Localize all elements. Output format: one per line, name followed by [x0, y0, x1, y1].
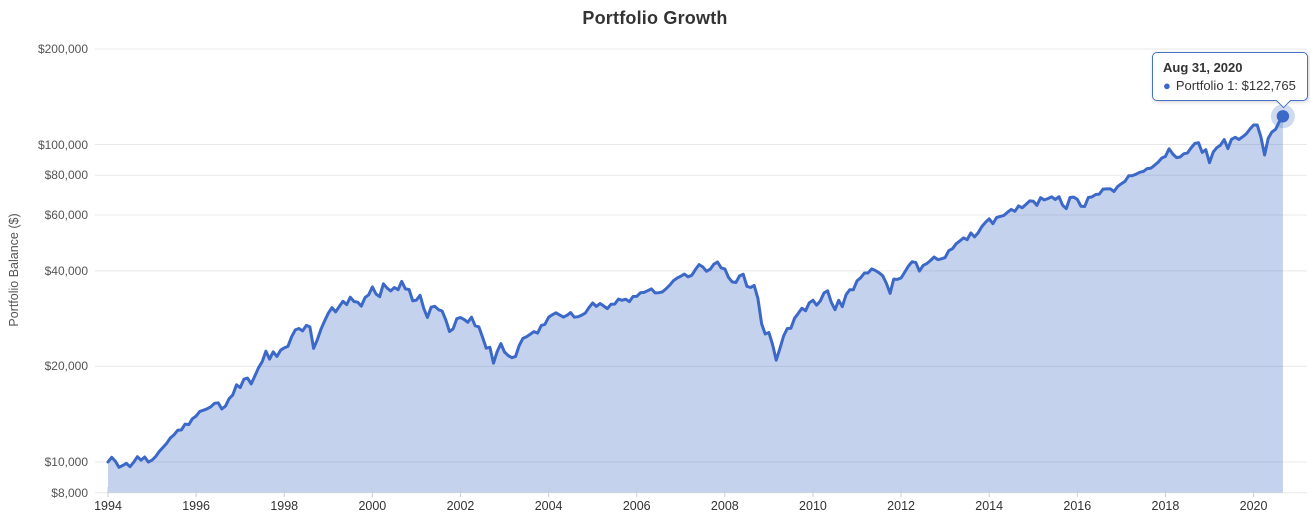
y-tick-label: $100,000: [37, 137, 88, 152]
tooltip-series-value: Portfolio 1: $122,765: [1175, 78, 1296, 93]
x-tick-label: 2014: [975, 499, 1004, 513]
tooltip: Aug 31, 2020 ● Portfolio 1: $122,765: [1152, 52, 1308, 109]
x-tick-label: 2002: [446, 499, 475, 513]
y-tick-label: $20,000: [44, 359, 88, 374]
series-area-fill: [108, 116, 1283, 493]
chart-title: Portfolio Growth: [582, 8, 728, 28]
x-tick-label: 2018: [1151, 499, 1180, 513]
series-marker-icon: ●: [1163, 78, 1171, 93]
x-tick-label: 2010: [799, 499, 827, 513]
hover-point-marker[interactable]: [1276, 110, 1290, 123]
tooltip-series-row: ● Portfolio 1: $122,765: [1163, 78, 1296, 93]
y-tick-label: $80,000: [44, 168, 88, 183]
y-tick-label: $200,000: [37, 42, 88, 56]
x-tick-label: 2020: [1239, 499, 1268, 513]
y-tick-label: $10,000: [44, 454, 88, 469]
x-tick-label: 1996: [182, 499, 211, 513]
x-tick-label: 2006: [622, 499, 651, 513]
y-tick-label: $8,000: [51, 485, 88, 500]
tooltip-date: Aug 31, 2020: [1163, 60, 1243, 75]
y-tick-label: $40,000: [44, 263, 88, 278]
y-tick-label: $60,000: [44, 207, 88, 222]
x-tick-label: 2012: [887, 499, 915, 513]
portfolio-series-line[interactable]: [106, 114, 1285, 469]
x-tick-label: 1994: [94, 499, 122, 513]
x-tick-label: 2004: [534, 499, 563, 513]
x-tick-label: 2000: [358, 499, 387, 513]
x-tick-label: 2016: [1063, 499, 1092, 513]
x-tick-label: 1998: [270, 499, 299, 513]
x-tick-label: 2008: [710, 499, 739, 513]
